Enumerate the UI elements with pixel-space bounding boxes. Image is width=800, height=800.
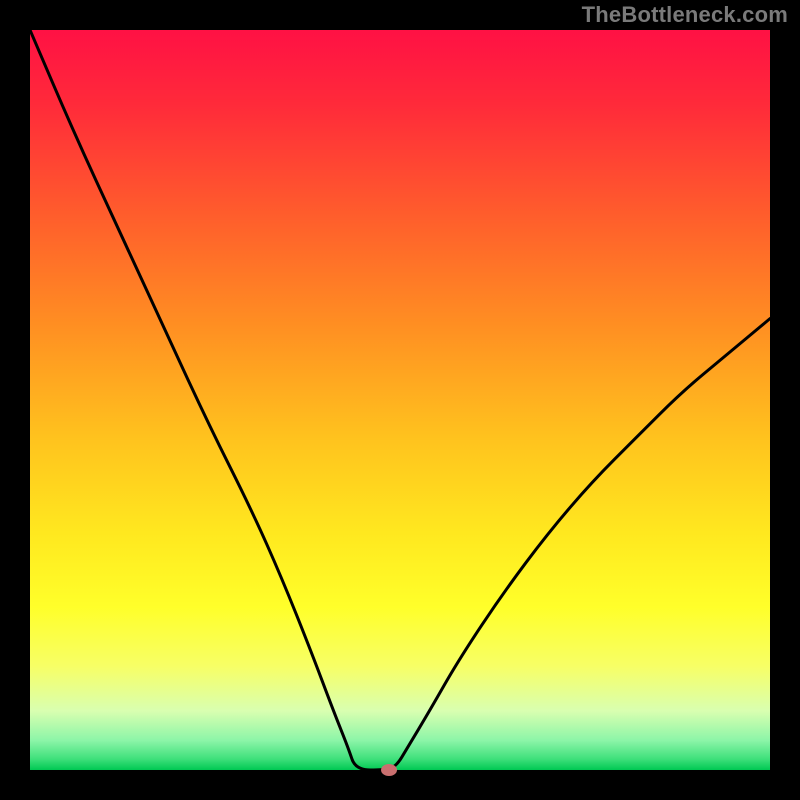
chart-container: { "canvas": { "width": 800, "height": 80… [0,0,800,800]
curve-line [30,30,770,770]
plot-area [30,30,770,770]
optimum-marker [381,764,397,776]
watermark-text: TheBottleneck.com [582,2,788,28]
